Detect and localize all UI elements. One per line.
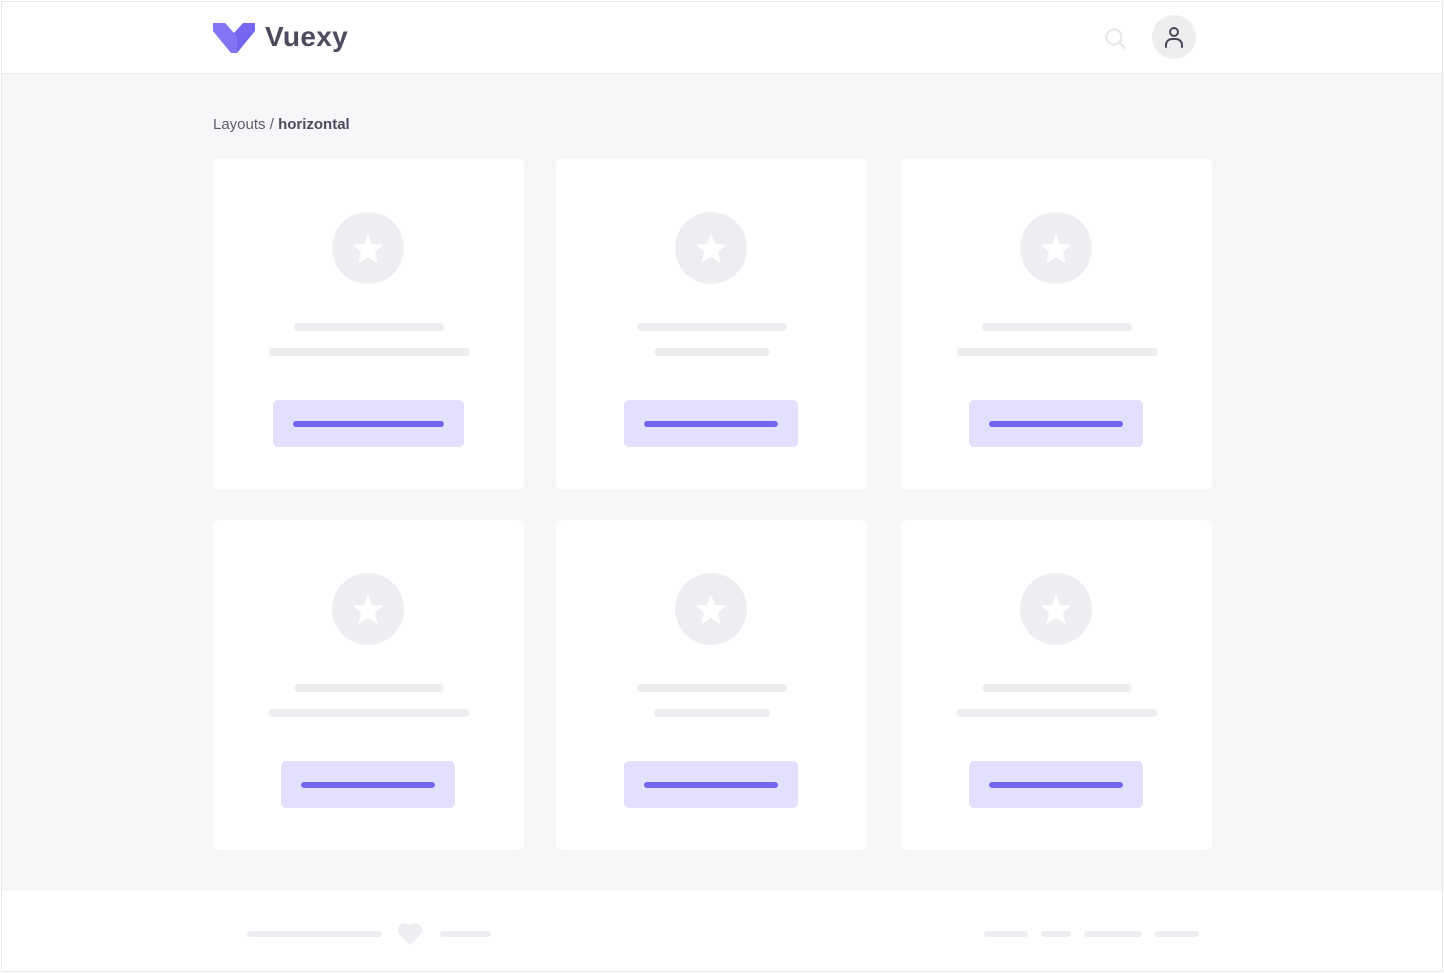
- button-label-skeleton: [293, 421, 444, 427]
- user-avatar-button[interactable]: [1152, 15, 1196, 59]
- card-title-skeleton: [636, 684, 787, 692]
- card-icon-circle: [1020, 212, 1092, 284]
- button-label-skeleton: [301, 782, 435, 788]
- star-icon: [695, 594, 727, 625]
- card-icon-circle: [675, 212, 747, 284]
- brand-name[interactable]: Vuexy: [265, 21, 348, 52]
- card-action-button[interactable]: [273, 400, 464, 447]
- button-label-skeleton: [644, 421, 778, 427]
- card-action-button[interactable]: [969, 400, 1143, 447]
- heart-icon: [397, 923, 423, 945]
- button-label-skeleton: [989, 782, 1123, 788]
- card-action-button[interactable]: [281, 761, 455, 808]
- card-text-skeleton: [653, 348, 770, 356]
- footer-skeleton-line: [440, 931, 491, 937]
- placeholder-card: [556, 159, 867, 489]
- placeholder-card: [901, 520, 1212, 850]
- card-icon-circle: [1020, 573, 1092, 645]
- card-action-button[interactable]: [624, 761, 798, 808]
- card-text-skeleton: [268, 348, 469, 356]
- footer-skeleton-line: [247, 931, 382, 937]
- card-text-skeleton: [653, 709, 770, 717]
- breadcrumb-current: horizontal: [278, 116, 350, 133]
- card-title-skeleton: [981, 323, 1132, 331]
- vuexy-logo-icon[interactable]: [213, 23, 255, 53]
- card-text-skeleton: [268, 709, 469, 717]
- card-title-skeleton: [293, 323, 444, 331]
- card-title-skeleton: [981, 684, 1132, 692]
- footer-link-skeleton[interactable]: [1041, 931, 1071, 937]
- footer-link-skeleton[interactable]: [1084, 931, 1142, 937]
- breadcrumb-separator: /: [265, 116, 279, 133]
- card-title-skeleton: [293, 684, 444, 692]
- footer-link-skeleton[interactable]: [1155, 931, 1199, 937]
- footer-link-skeleton[interactable]: [984, 931, 1028, 937]
- star-icon: [1040, 233, 1072, 264]
- star-icon: [352, 594, 384, 625]
- star-icon: [695, 233, 727, 264]
- card-action-button[interactable]: [969, 761, 1143, 808]
- card-text-skeleton: [956, 709, 1157, 717]
- card-title-skeleton: [636, 323, 787, 331]
- card-text-skeleton: [956, 348, 1157, 356]
- card-icon-circle: [332, 212, 404, 284]
- top-navbar: Vuexy: [2, 2, 1442, 74]
- user-icon: [1165, 27, 1183, 48]
- placeholder-card: [556, 520, 867, 850]
- placeholder-card: [213, 520, 524, 850]
- card-icon-circle: [675, 573, 747, 645]
- star-icon: [1040, 594, 1072, 625]
- placeholder-card: [901, 159, 1212, 489]
- button-label-skeleton: [989, 421, 1123, 427]
- star-icon: [352, 233, 384, 264]
- card-icon-circle: [332, 573, 404, 645]
- card-action-button[interactable]: [624, 400, 798, 447]
- button-label-skeleton: [644, 782, 778, 788]
- breadcrumb-parent[interactable]: Layouts: [213, 116, 266, 133]
- footer: [2, 891, 1442, 971]
- search-icon[interactable]: [1105, 28, 1127, 50]
- placeholder-card: [213, 159, 524, 489]
- breadcrumb: Layouts / horizontal: [213, 116, 350, 133]
